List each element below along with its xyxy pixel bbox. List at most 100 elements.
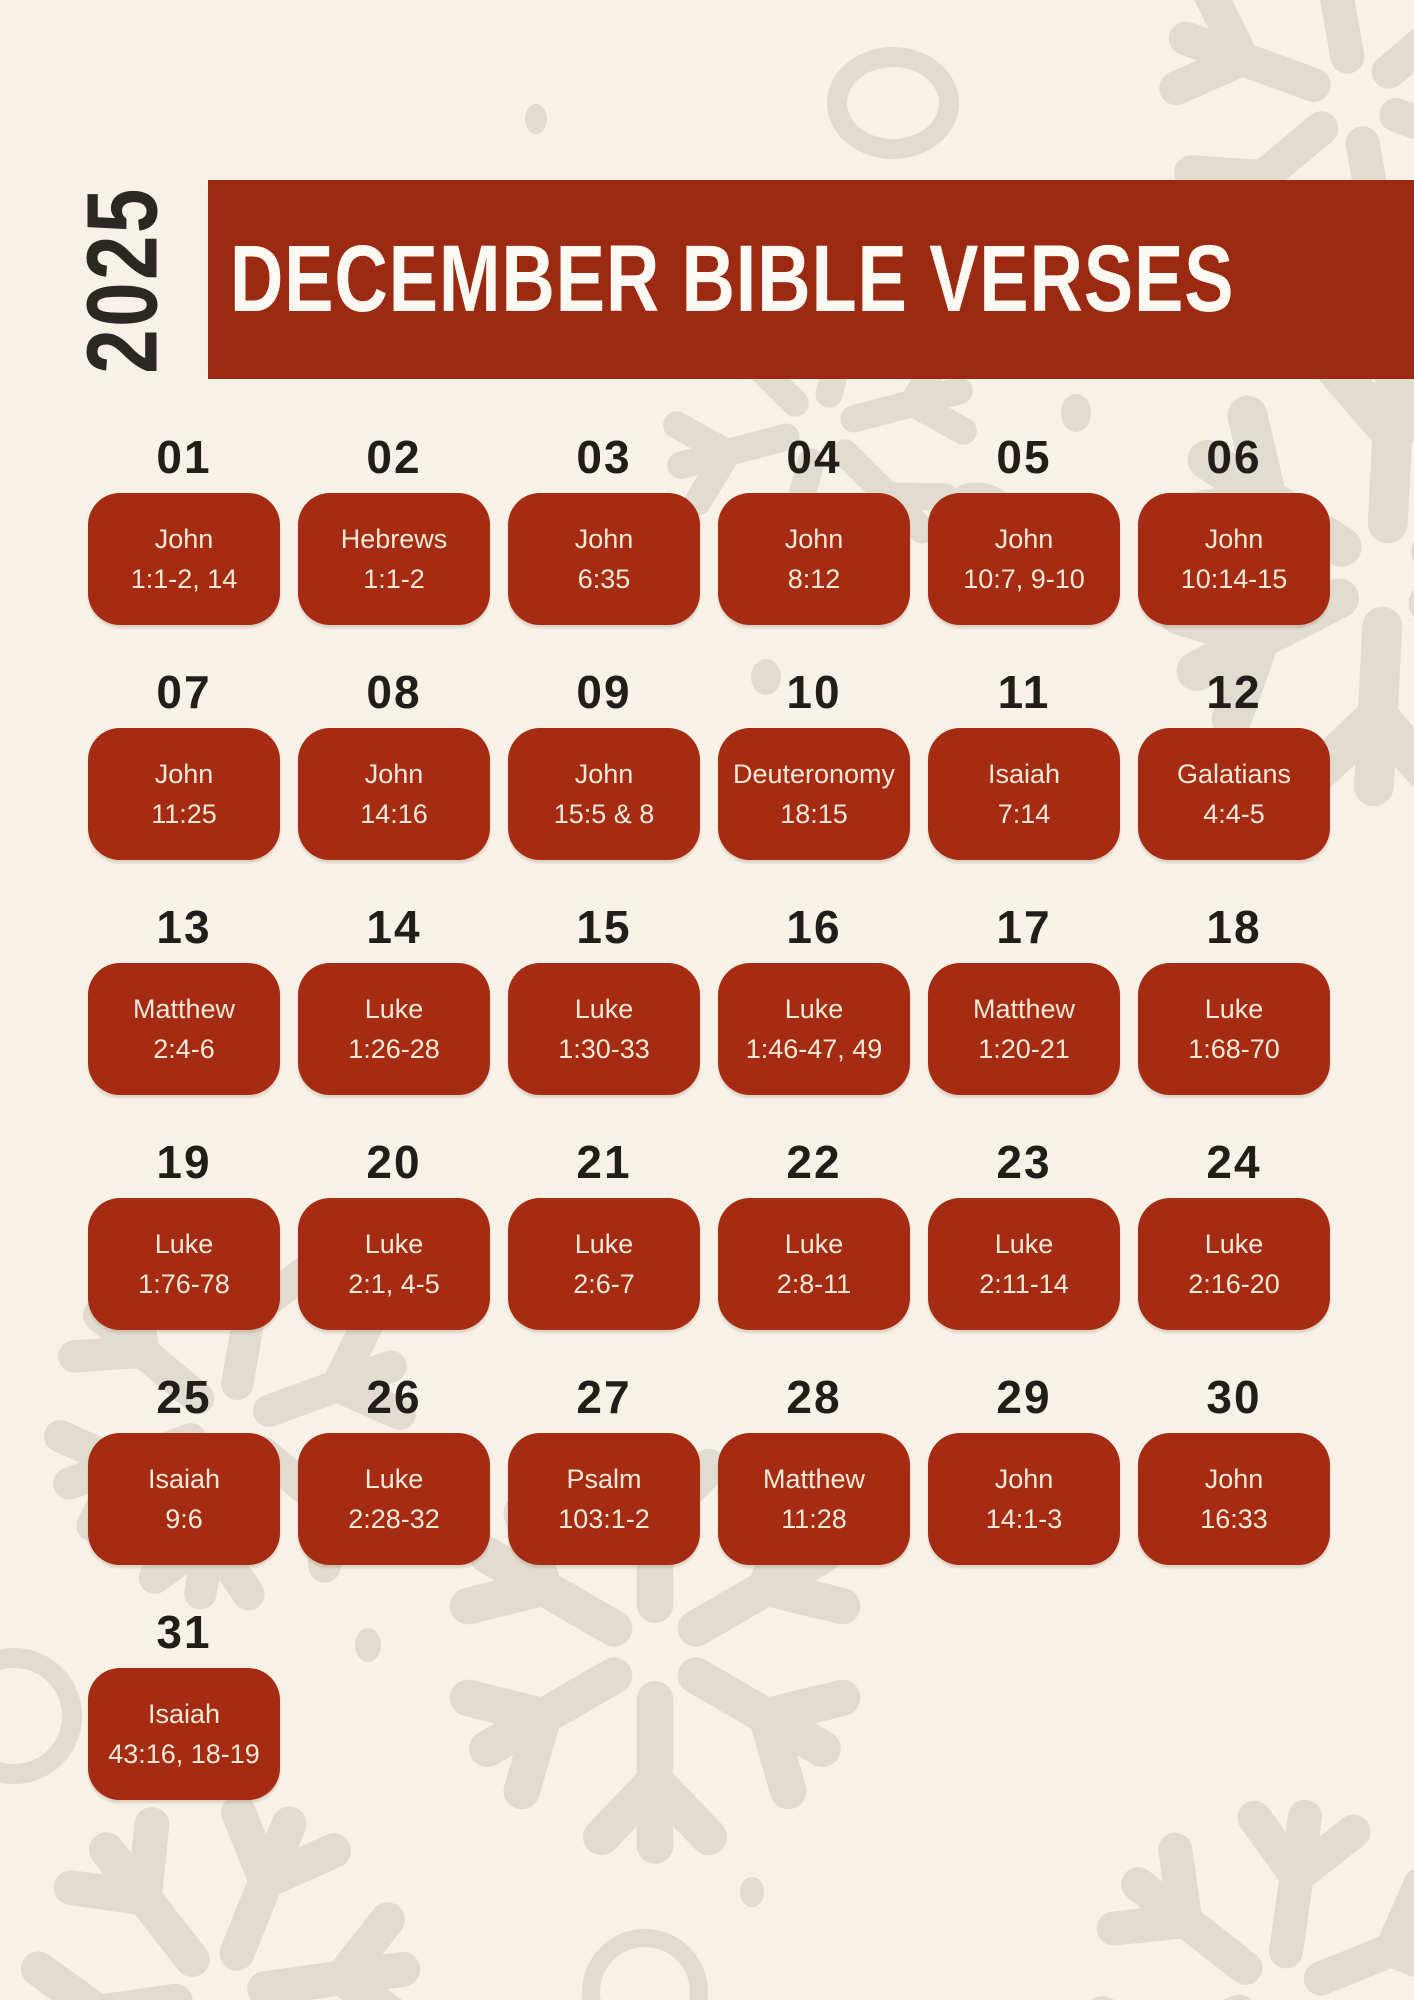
day-number: 09 xyxy=(576,666,632,718)
calendar-day-cell: 29 John 14:1-3 xyxy=(928,1373,1120,1565)
day-number: 01 xyxy=(156,431,212,483)
verse-reference: 16:33 xyxy=(1200,1504,1268,1534)
verse-book: Luke xyxy=(574,1229,634,1259)
verse-reference: 11:25 xyxy=(151,799,217,829)
verse-book: Luke xyxy=(1204,994,1264,1024)
calendar-day-cell: 03 John 6:35 xyxy=(508,433,700,625)
verse-reference: 1:26-28 xyxy=(348,1034,440,1064)
day-number: 18 xyxy=(1206,901,1262,953)
verse-card: John 1:1-2, 14 xyxy=(88,493,280,625)
verse-reference: 1:20-21 xyxy=(978,1034,1070,1064)
calendar-day-cell: 26 Luke 2:28-32 xyxy=(298,1373,490,1565)
dot-icon xyxy=(355,1628,381,1662)
calendar-day-cell: 11 Isaiah 7:14 xyxy=(928,668,1120,860)
verse-reference: 14:16 xyxy=(360,799,428,829)
calendar-day-cell: 16 Luke 1:46-47, 49 xyxy=(718,903,910,1095)
calendar-day-cell: 13 Matthew 2:4-6 xyxy=(88,903,280,1095)
ring-icon xyxy=(582,1929,708,2000)
verse-reference: 2:16-20 xyxy=(1188,1269,1280,1299)
day-number: 08 xyxy=(366,666,422,718)
dot-icon xyxy=(740,1877,764,1907)
verse-card: Isaiah 9:6 xyxy=(88,1433,280,1565)
verse-reference: 10:7, 9-10 xyxy=(963,564,1085,594)
day-number: 15 xyxy=(576,901,632,953)
verse-card: Luke 2:8-11 xyxy=(718,1198,910,1330)
page-title: DECEMBER BIBLE VERSES xyxy=(229,226,1235,332)
dot-icon xyxy=(525,104,547,134)
verse-card: John 10:7, 9-10 xyxy=(928,493,1120,625)
calendar-day-cell: 04 John 8:12 xyxy=(718,433,910,625)
verse-reference: 11:28 xyxy=(781,1504,847,1534)
verse-book: Matthew xyxy=(132,994,236,1024)
verse-book: Isaiah xyxy=(147,1699,221,1729)
verse-card: Matthew 11:28 xyxy=(718,1433,910,1565)
verse-reference: 1:1-2, 14 xyxy=(130,564,238,594)
verse-book: Deuteronomy xyxy=(732,759,896,789)
verse-card: Galatians 4:4-5 xyxy=(1138,728,1330,860)
verse-reference: 15:5 & 8 xyxy=(553,799,655,829)
calendar-day-cell: 21 Luke 2:6-7 xyxy=(508,1138,700,1330)
calendar-day-cell: 20 Luke 2:1, 4-5 xyxy=(298,1138,490,1330)
day-number: 21 xyxy=(576,1136,632,1188)
day-number: 14 xyxy=(366,901,422,953)
verse-card: John 10:14-15 xyxy=(1138,493,1330,625)
day-number: 27 xyxy=(576,1371,632,1423)
calendar-day-cell: 07 John 11:25 xyxy=(88,668,280,860)
verse-card: Matthew 2:4-6 xyxy=(88,963,280,1095)
calendar-day-cell: 12 Galatians 4:4-5 xyxy=(1138,668,1330,860)
verse-card: Isaiah 7:14 xyxy=(928,728,1120,860)
verse-card: John 14:16 xyxy=(298,728,490,860)
ring-icon xyxy=(0,1648,82,1784)
day-number: 30 xyxy=(1206,1371,1262,1423)
verse-book: Luke xyxy=(994,1229,1054,1259)
verse-card: Deuteronomy 18:15 xyxy=(718,728,910,860)
verse-reference: 103:1-2 xyxy=(558,1504,650,1534)
verse-reference: 6:35 xyxy=(577,564,631,594)
verse-reference: 7:14 xyxy=(997,799,1051,829)
day-number: 06 xyxy=(1206,431,1262,483)
verse-card: John 11:25 xyxy=(88,728,280,860)
verse-reference: 2:28-32 xyxy=(348,1504,440,1534)
day-number: 04 xyxy=(786,431,842,483)
verse-book: John xyxy=(574,524,634,554)
verse-book: Psalm xyxy=(566,1464,642,1494)
verse-book: Luke xyxy=(154,1229,214,1259)
verse-book: Luke xyxy=(1204,1229,1264,1259)
day-number: 07 xyxy=(156,666,212,718)
ring-icon xyxy=(827,47,959,159)
verse-card: Luke 1:76-78 xyxy=(88,1198,280,1330)
day-number: 03 xyxy=(576,431,632,483)
calendar-day-cell: 08 John 14:16 xyxy=(298,668,490,860)
verse-reference: 1:76-78 xyxy=(138,1269,230,1299)
calendar-day-cell: 24 Luke 2:16-20 xyxy=(1138,1138,1330,1330)
verse-reference: 2:1, 4-5 xyxy=(348,1269,440,1299)
day-number: 13 xyxy=(156,901,212,953)
verse-card: Matthew 1:20-21 xyxy=(928,963,1120,1095)
calendar-day-cell: 28 Matthew 11:28 xyxy=(718,1373,910,1565)
calendar-day-cell: 09 John 15:5 & 8 xyxy=(508,668,700,860)
verse-book: John xyxy=(364,759,424,789)
verse-card: John 14:1-3 xyxy=(928,1433,1120,1565)
verse-book: John xyxy=(1204,524,1264,554)
calendar-day-cell: 30 John 16:33 xyxy=(1138,1373,1330,1565)
day-number: 29 xyxy=(996,1371,1052,1423)
verse-book: Luke xyxy=(364,1229,424,1259)
calendar-day-cell: 22 Luke 2:8-11 xyxy=(718,1138,910,1330)
verse-book: John xyxy=(154,759,214,789)
calendar-day-cell: 19 Luke 1:76-78 xyxy=(88,1138,280,1330)
verse-reference: 14:1-3 xyxy=(985,1504,1063,1534)
verse-reference: 1:68-70 xyxy=(1188,1034,1280,1064)
day-number: 16 xyxy=(786,901,842,953)
verse-book: Hebrews xyxy=(340,524,448,554)
verse-book: Luke xyxy=(364,1464,424,1494)
calendar-day-cell: 14 Luke 1:26-28 xyxy=(298,903,490,1095)
calendar-day-cell: 31 Isaiah 43:16, 18-19 xyxy=(88,1608,280,1800)
verse-book: Isaiah xyxy=(147,1464,221,1494)
day-number: 17 xyxy=(996,901,1052,953)
calendar-day-cell: 18 Luke 1:68-70 xyxy=(1138,903,1330,1095)
verse-book: Luke xyxy=(784,1229,844,1259)
calendar-day-cell: 10 Deuteronomy 18:15 xyxy=(718,668,910,860)
verse-book: John xyxy=(994,524,1054,554)
day-number: 02 xyxy=(366,431,422,483)
